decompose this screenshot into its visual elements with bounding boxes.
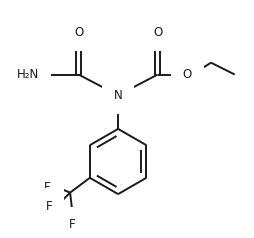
Text: O: O — [74, 26, 83, 39]
Text: O: O — [153, 26, 162, 39]
Text: O: O — [183, 68, 192, 81]
Text: H₂N: H₂N — [17, 68, 39, 81]
Text: N: N — [114, 89, 122, 102]
Text: F: F — [44, 181, 50, 194]
Text: F: F — [69, 218, 75, 231]
Text: F: F — [46, 200, 52, 213]
